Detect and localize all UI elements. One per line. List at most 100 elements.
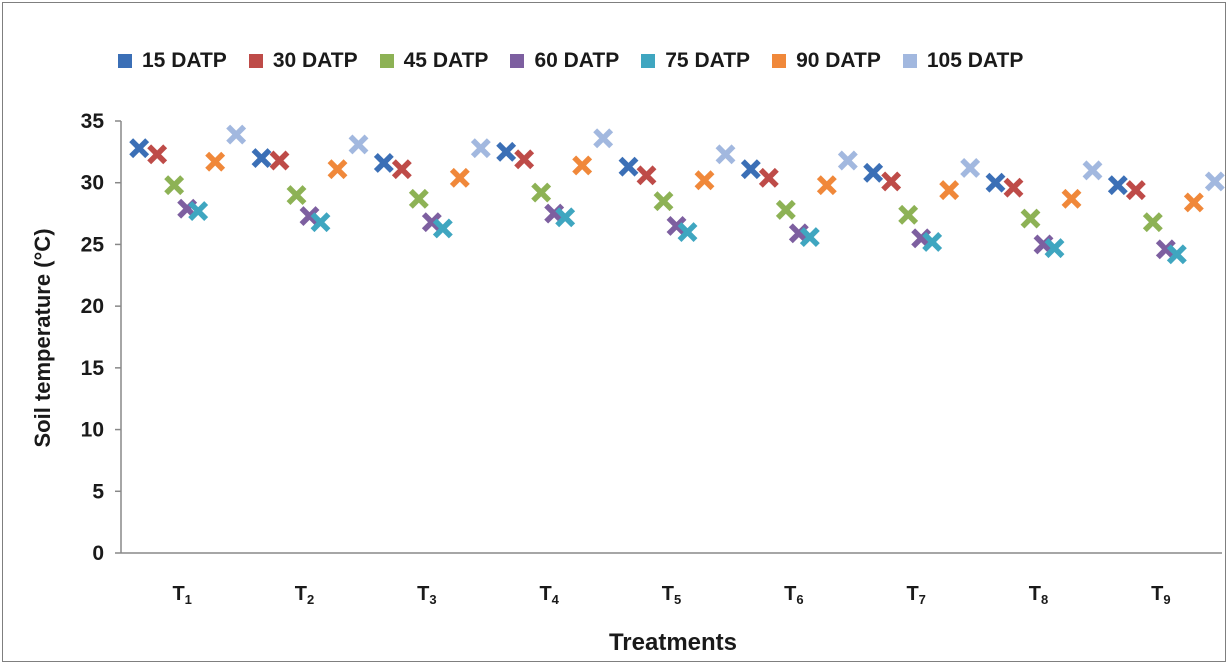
legend-swatch <box>641 54 656 68</box>
legend-label: 60 DATP <box>534 49 620 72</box>
data-point <box>205 151 226 172</box>
data-point <box>837 150 858 171</box>
x-axis-label: Treatments <box>609 629 737 656</box>
legend-swatch <box>118 54 132 68</box>
y-tick-label: 15 <box>81 357 105 380</box>
data-point <box>373 153 394 173</box>
data-point <box>348 134 369 155</box>
data-point <box>653 191 674 212</box>
legend-label: 45 DATP <box>403 49 489 72</box>
y-tick-label: 10 <box>81 419 104 442</box>
data-point <box>1125 180 1146 201</box>
legend-item: 30 DATP <box>248 49 358 73</box>
y-axis-label: Soil temperature (°C) <box>30 228 55 447</box>
data-point <box>555 207 576 228</box>
data-point <box>863 162 884 183</box>
data-point <box>922 232 943 252</box>
legend-swatch <box>902 54 917 68</box>
data-point <box>432 218 453 239</box>
data-point <box>775 199 796 220</box>
data-point <box>985 172 1006 193</box>
x-tick-label: T6 <box>784 583 803 607</box>
data-point <box>470 138 491 159</box>
legend-label: 90 DATP <box>796 49 881 72</box>
y-tick-label: 25 <box>81 233 105 256</box>
legend-label: 105 DATP <box>926 49 1024 72</box>
data-point <box>636 165 657 186</box>
y-axis: 0 5 10 15 20 25 30 35 <box>81 110 122 565</box>
y-tick-label: 20 <box>81 295 104 318</box>
data-point <box>129 138 150 159</box>
data-point <box>799 227 820 247</box>
data-point <box>618 156 639 177</box>
legend-item: 75 DATP <box>641 49 750 73</box>
data-point <box>1204 171 1225 192</box>
x-axis: T1 T2 T3 T4 T5 T6 T7 T8 T9 <box>121 552 1222 607</box>
data-point <box>327 159 348 180</box>
legend-label: 15 DATP <box>142 49 227 72</box>
legend-item: 90 DATP <box>772 49 881 73</box>
legend-label: 75 DATP <box>665 49 751 72</box>
data-point <box>740 159 761 180</box>
legend-swatch <box>772 54 787 68</box>
data-point <box>531 182 552 203</box>
data-point <box>1003 177 1024 198</box>
x-tick-label: T9 <box>1151 583 1170 607</box>
data-point <box>1044 238 1065 259</box>
data-point <box>1082 160 1103 181</box>
data-point <box>960 157 981 178</box>
data-point <box>881 171 902 192</box>
x-tick-label: T1 <box>172 583 191 607</box>
data-point <box>816 175 837 196</box>
legend-item: 60 DATP <box>510 49 619 73</box>
data-point <box>939 180 960 201</box>
x-tick-label: T5 <box>662 583 681 607</box>
data-point <box>1166 244 1187 265</box>
x-tick-label: T4 <box>539 583 559 607</box>
data-point <box>299 206 320 226</box>
data-point <box>286 185 307 206</box>
data-point <box>715 144 736 165</box>
data-point <box>1155 239 1176 260</box>
data-point <box>449 167 470 188</box>
data-marks <box>129 124 1225 265</box>
x-tick-label: T8 <box>1029 583 1048 607</box>
y-tick-label: 35 <box>81 110 105 133</box>
x-tick-label: T3 <box>417 583 436 607</box>
y-tick-label: 30 <box>81 172 104 195</box>
data-point <box>226 124 247 145</box>
data-point <box>496 141 517 162</box>
data-point <box>1061 188 1082 209</box>
data-point <box>421 212 442 233</box>
data-point <box>758 167 779 188</box>
data-point <box>188 201 209 222</box>
data-point <box>408 188 429 209</box>
legend-swatch <box>379 54 394 68</box>
y-tick-label: 5 <box>92 480 104 503</box>
legend-swatch <box>248 54 263 68</box>
data-point <box>694 170 715 191</box>
x-tick-label: T2 <box>295 583 314 607</box>
data-point <box>1183 192 1204 213</box>
legend-item: 45 DATP <box>379 49 489 73</box>
data-point <box>147 144 168 165</box>
data-point <box>251 148 272 168</box>
x-tick-label: T7 <box>906 583 925 607</box>
legend-item: 105 DATP <box>902 49 1024 73</box>
data-point <box>593 128 614 149</box>
data-point <box>572 155 593 176</box>
legend-item: 15 DATP <box>118 49 227 73</box>
data-point <box>164 175 185 196</box>
y-tick-label: 0 <box>92 542 104 565</box>
data-point <box>1142 212 1163 233</box>
legend: 15 DATP 30 DATP 45 DATP 60 DATP 75 DATP 90 DA… <box>118 46 1045 76</box>
data-point <box>898 204 919 225</box>
data-point <box>677 222 698 243</box>
data-point <box>391 159 412 180</box>
data-point <box>666 215 687 236</box>
data-point <box>514 149 535 170</box>
data-point <box>310 212 331 233</box>
legend-label: 30 DATP <box>272 49 358 72</box>
